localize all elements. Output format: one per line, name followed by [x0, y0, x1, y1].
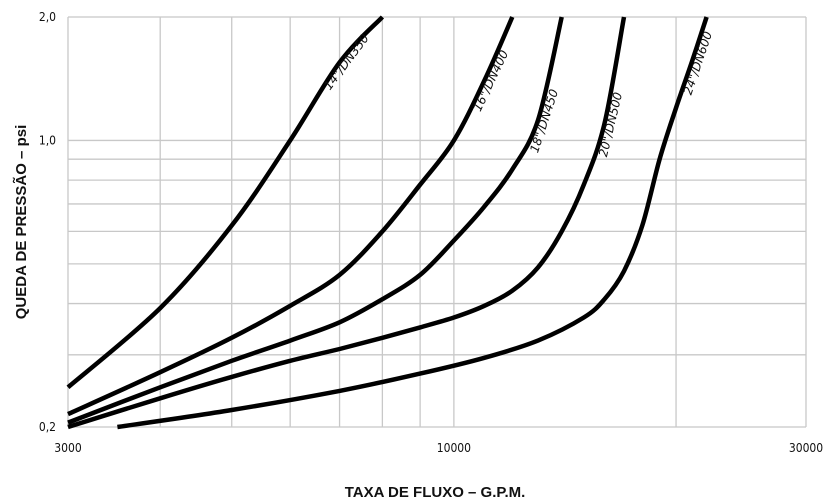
series-lines	[66, 15, 709, 430]
series-label: 24"/DN600	[681, 29, 715, 96]
series-line	[67, 16, 627, 430]
series-label: 20"/DN500	[596, 91, 625, 159]
y-axis-title: QUEDA DE PRESSÃO – psi	[12, 125, 30, 320]
series-label: 18"/DN450	[527, 87, 561, 154]
series-line	[67, 16, 564, 425]
y-tick-label: 1,0	[39, 133, 56, 147]
series-line	[66, 15, 385, 390]
y-tick-label: 0,2	[39, 420, 56, 434]
tick-labels: 3000 10000 30000 0,2 1,0 2,0	[39, 10, 823, 455]
x-tick-label: 10000	[437, 441, 471, 455]
x-axis-title: TAXA DE FLUXO – G.P.M.	[345, 484, 526, 501]
grid	[67, 16, 807, 428]
x-tick-label: 30000	[789, 441, 823, 455]
series-line	[67, 16, 515, 417]
series-line	[117, 16, 709, 430]
y-tick-label: 2,0	[39, 10, 56, 24]
series-label: 16"/DN400	[470, 48, 511, 114]
series-labels: 14"/DN350 16"/DN400 18"/DN450 20"/DN500 24"/…	[321, 29, 715, 158]
x-tick-label: 3000	[54, 441, 82, 455]
series-label: 14"/DN350	[321, 31, 372, 92]
